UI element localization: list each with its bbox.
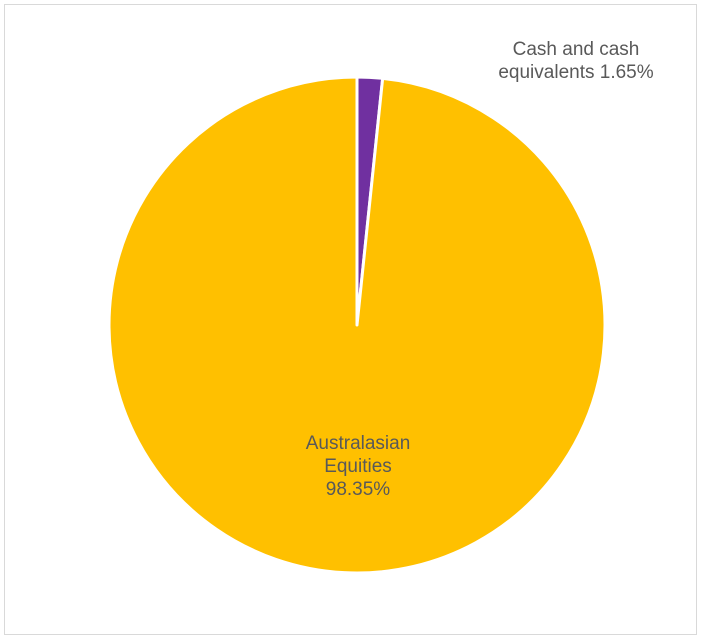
data-label-cash-and-cash-equivalents: Cash and cash equivalents 1.65% xyxy=(466,38,686,84)
data-label-line: equivalents 1.65% xyxy=(498,62,654,83)
data-label-australasian-equities: Australasian Equities 98.35% xyxy=(258,432,458,501)
data-label-line: Equities xyxy=(324,456,392,477)
data-label-line: 98.35% xyxy=(325,479,391,500)
data-label-line: Cash and cash xyxy=(512,39,640,60)
data-label-line: Australasian xyxy=(305,433,411,454)
pie-slice-australasian-equities xyxy=(107,75,607,575)
